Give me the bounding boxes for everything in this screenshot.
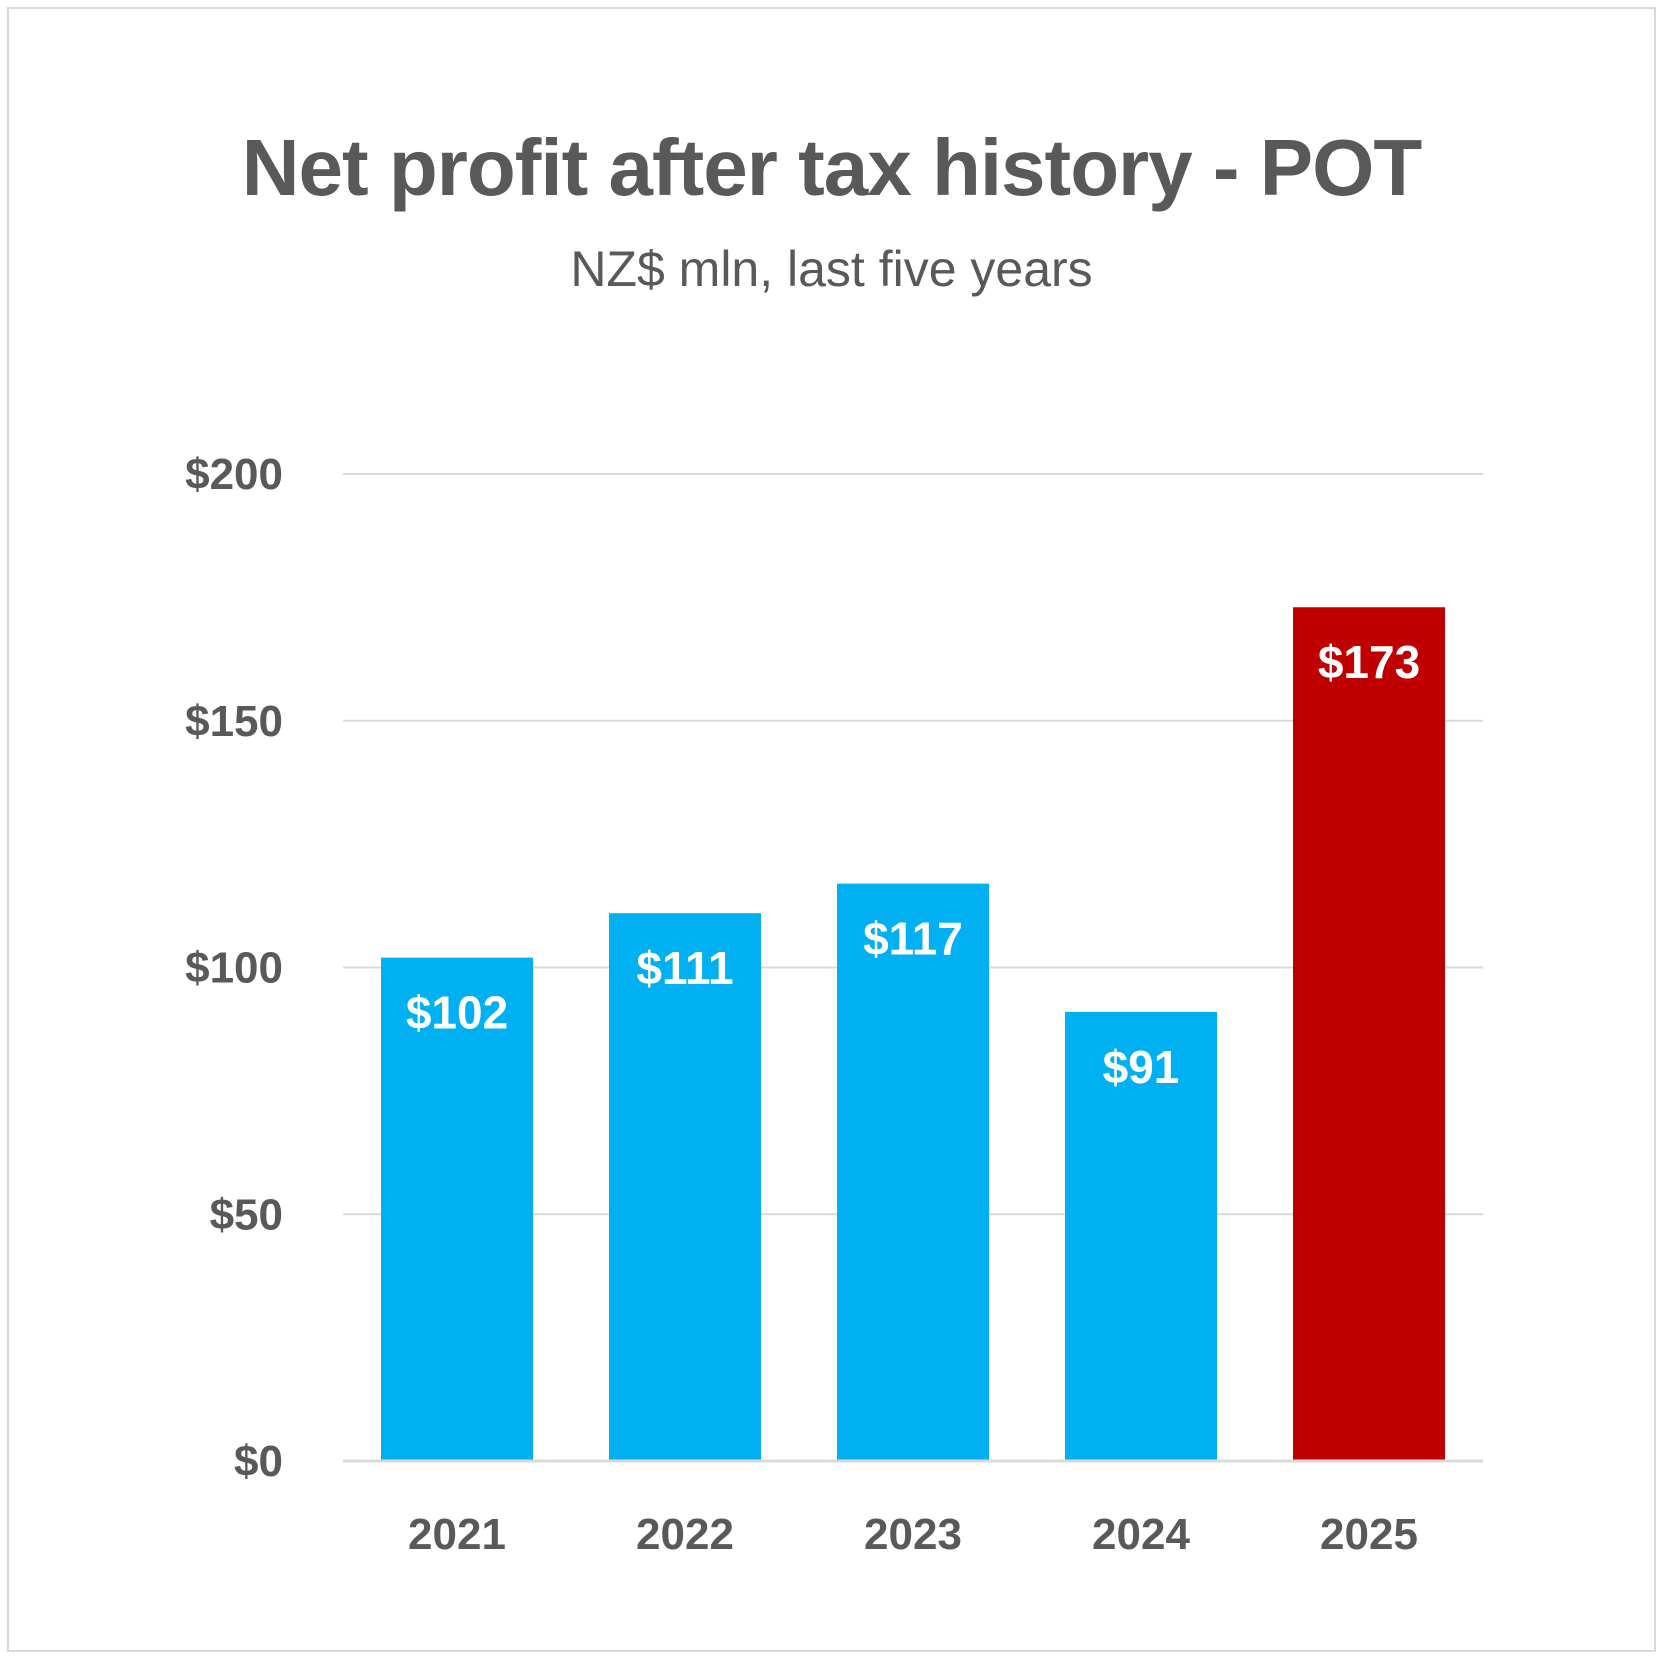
y-tick-label: $50 [210, 1190, 283, 1239]
data-label: $111 [636, 942, 733, 994]
bar-2025 [1293, 607, 1445, 1461]
bar-2022 [609, 913, 761, 1461]
x-tick-label: 2025 [1320, 1510, 1418, 1559]
data-label: $117 [863, 913, 963, 965]
y-tick-label: $200 [185, 450, 283, 499]
data-label: $91 [1103, 1041, 1180, 1093]
y-tick-label: $100 [185, 944, 283, 993]
y-tick-label: $0 [234, 1437, 283, 1486]
data-label: $173 [1318, 636, 1420, 688]
x-tick-label: 2021 [408, 1510, 506, 1559]
bar-2023 [837, 883, 989, 1461]
data-label: $102 [406, 987, 508, 1039]
bar-2021 [381, 957, 533, 1461]
x-tick-label: 2022 [636, 1510, 734, 1559]
x-tick-label: 2024 [1092, 1510, 1190, 1559]
x-tick-label: 2023 [864, 1510, 962, 1559]
chart-subtitle: NZ$ mln, last five years [570, 241, 1093, 297]
chart-title: Net profit after tax history - POT [241, 123, 1422, 212]
bar-2024 [1065, 1011, 1217, 1461]
y-tick-label: $150 [185, 697, 283, 746]
